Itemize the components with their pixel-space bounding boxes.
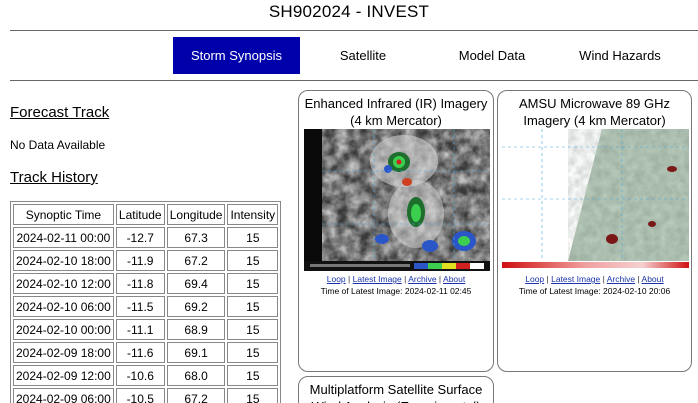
ir-imagery-card: Enhanced Infrared (IR) Imagery (4 km Mer…: [298, 90, 494, 372]
ir-imagery-title: Enhanced Infrared (IR) Imagery (4 km Mer…: [304, 96, 488, 128]
table-header-row: Synoptic Time Latitude Longitude Intensi…: [13, 204, 279, 225]
track-history-table: Synoptic Time Latitude Longitude Intensi…: [10, 201, 282, 403]
column-header-intensity: Intensity: [227, 204, 279, 225]
cell-intensity: 15: [227, 342, 279, 363]
main-nav: Storm Synopsis Satellite Model Data Wind…: [0, 37, 698, 74]
ir-time-label: Time of Latest Image: 2024-02-11 02:45: [320, 286, 472, 296]
page-title: SH902024 - INVEST: [268, 2, 430, 21]
cell-latitude: -11.6: [115, 342, 165, 363]
mw-links: Loop | Latest Image | Archive | About: [525, 274, 664, 284]
cell-longitude: 68.0: [166, 365, 226, 386]
table-row: 2024-02-09 18:00 -11.6 69.1 15: [13, 342, 279, 363]
tab-storm-synopsis[interactable]: Storm Synopsis: [173, 37, 300, 74]
mw-archive-link[interactable]: Archive: [606, 274, 636, 284]
tab-satellite[interactable]: Satellite: [339, 48, 387, 63]
ir-links: Loop | Latest Image | Archive | About: [326, 274, 466, 284]
column-header-longitude: Longitude: [166, 204, 226, 225]
column-header-synoptic-time: Synoptic Time: [13, 204, 114, 225]
cell-latitude: -12.7: [115, 227, 165, 248]
cell-longitude: 69.4: [166, 273, 226, 294]
cell-latitude: -11.9: [115, 250, 165, 271]
cell-intensity: 15: [227, 227, 279, 248]
table-row: 2024-02-09 12:00 -10.6 68.0 15: [13, 365, 279, 386]
title-divider: [10, 30, 698, 31]
surface-wind-card: Multiplatform Satellite Surface Wind Ana…: [298, 376, 494, 403]
table-row: 2024-02-10 06:00 -11.5 69.2 15: [13, 296, 279, 317]
mw-time-label: Time of Latest Image: 2024-02-10 20:06: [518, 286, 671, 296]
table-row: 2024-02-10 12:00 -11.8 69.4 15: [13, 273, 279, 294]
surface-wind-title: Multiplatform Satellite Surface Wind Ana…: [309, 382, 483, 403]
cell-synoptic-time: 2024-02-09 12:00: [13, 365, 114, 386]
cell-intensity: 15: [227, 296, 279, 317]
mw-imagery-title: AMSU Microwave 89 GHz Imagery (4 km Merc…: [519, 96, 670, 128]
cell-latitude: -10.5: [115, 388, 165, 403]
mw-about-link[interactable]: About: [641, 274, 664, 284]
ir-archive-link[interactable]: Archive: [408, 274, 437, 284]
table-row: 2024-02-11 00:00 -12.7 67.3 15: [13, 227, 279, 248]
cell-latitude: -11.1: [115, 319, 165, 340]
column-header-latitude: Latitude: [115, 204, 165, 225]
forecast-track-status: No Data Available: [10, 138, 106, 152]
mw-latest-image-link[interactable]: Latest Image: [551, 274, 601, 284]
mw-loop-link[interactable]: Loop: [525, 274, 545, 284]
cell-latitude: -10.6: [115, 365, 165, 386]
ir-about-link[interactable]: About: [443, 274, 466, 284]
cell-synoptic-time: 2024-02-09 06:00: [13, 388, 114, 403]
cell-longitude: 67.2: [166, 388, 226, 403]
tab-wind-hazards[interactable]: Wind Hazards: [579, 48, 661, 63]
cell-synoptic-time: 2024-02-10 06:00: [13, 296, 114, 317]
cell-longitude: 67.3: [166, 227, 226, 248]
cell-latitude: -11.5: [115, 296, 165, 317]
cell-longitude: 69.2: [166, 296, 226, 317]
cell-longitude: 68.9: [166, 319, 226, 340]
cell-intensity: 15: [227, 319, 279, 340]
cell-synoptic-time: 2024-02-10 12:00: [13, 273, 114, 294]
cell-intensity: 15: [227, 388, 279, 403]
cell-synoptic-time: 2024-02-11 00:00: [13, 227, 114, 248]
cell-intensity: 15: [227, 273, 279, 294]
forecast-track-heading[interactable]: Forecast Track: [10, 104, 110, 121]
track-history-heading[interactable]: Track History: [10, 169, 98, 186]
ir-loop-link[interactable]: Loop: [326, 274, 346, 284]
cell-intensity: 15: [227, 250, 279, 271]
mw-imagery-card: AMSU Microwave 89 GHz Imagery (4 km Merc…: [497, 90, 692, 372]
cell-longitude: 69.1: [166, 342, 226, 363]
cell-intensity: 15: [227, 365, 279, 386]
cell-latitude: -11.8: [115, 273, 165, 294]
ir-latest-image-link[interactable]: Latest Image: [352, 274, 402, 284]
cell-synoptic-time: 2024-02-10 18:00: [13, 250, 114, 271]
cell-synoptic-time: 2024-02-10 00:00: [13, 319, 114, 340]
tab-model-data[interactable]: Model Data: [458, 48, 526, 63]
cell-synoptic-time: 2024-02-09 18:00: [13, 342, 114, 363]
table-row: 2024-02-10 18:00 -11.9 67.2 15: [13, 250, 279, 271]
ir-imagery-image[interactable]: [304, 129, 490, 271]
table-row: 2024-02-09 06:00 -10.5 67.2 15: [13, 388, 279, 403]
table-row: 2024-02-10 00:00 -11.1 68.9 15: [13, 319, 279, 340]
mw-imagery-image[interactable]: [502, 129, 689, 271]
nav-divider: [10, 80, 698, 81]
cell-longitude: 67.2: [166, 250, 226, 271]
